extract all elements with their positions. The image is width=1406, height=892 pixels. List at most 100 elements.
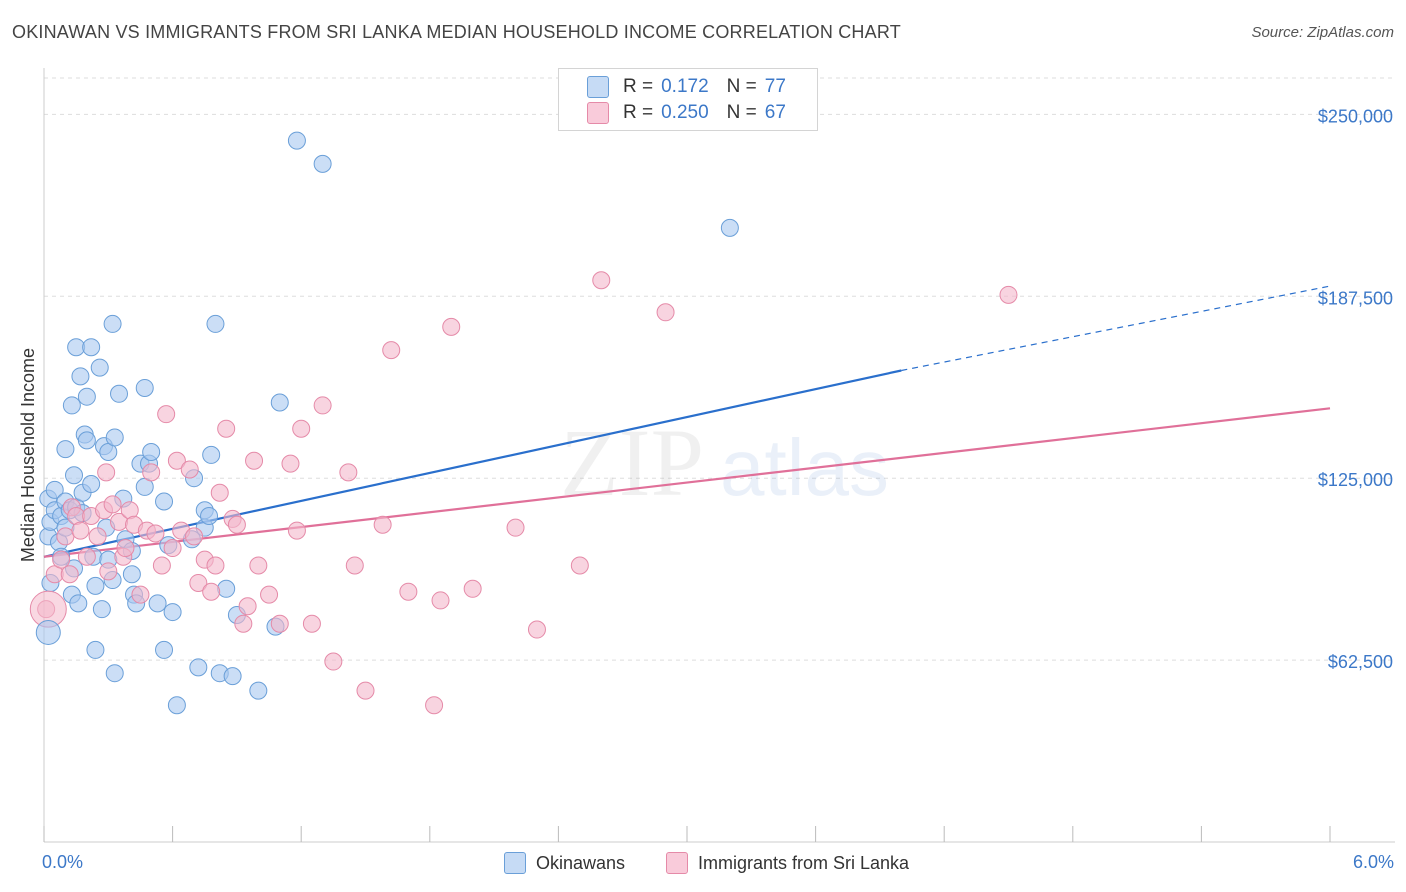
legend-row-okinawans: R = 0.172 N = 77	[587, 75, 794, 99]
sri-lanka-point	[260, 585, 279, 604]
y-tick-label: $250,000	[1318, 106, 1393, 126]
sri-lanka-point	[142, 463, 161, 482]
sri-lanka-point	[442, 317, 461, 336]
sri-lanka-point	[103, 495, 122, 514]
y-tick-labels: $62,500 $125,000 $187,500 $250,000	[1318, 106, 1393, 672]
sri-lanka-point	[281, 454, 300, 473]
sri-lanka-trend-line	[43, 407, 1331, 558]
y-axis-label: Median Household Income	[18, 348, 38, 562]
okinawan-point	[105, 428, 124, 447]
sri-lanka-point	[382, 341, 401, 360]
okinawan-point	[313, 154, 332, 173]
okinawan-point	[82, 338, 101, 357]
sri-lanka-point	[399, 582, 418, 601]
sri-lanka-point	[292, 419, 311, 438]
okinawan-point	[77, 431, 96, 450]
okinawan-point	[200, 507, 219, 526]
sri-lanka-point	[313, 396, 332, 415]
sri-lanka-point	[234, 614, 253, 633]
sri-lanka-point	[60, 565, 79, 584]
sri-lanka-point	[99, 562, 118, 581]
sri-lanka-point	[249, 556, 268, 575]
sri-lanka-point	[52, 550, 71, 569]
sri-lanka-point	[339, 463, 358, 482]
sri-lanka-point	[189, 573, 208, 592]
legend-r-value: 0.172	[661, 76, 709, 97]
okinawan-point	[77, 387, 96, 406]
okinawan-point	[142, 442, 161, 461]
chart-title: OKINAWAN VS IMMIGRANTS FROM SRI LANKA ME…	[12, 22, 901, 42]
okinawan-point	[71, 367, 90, 386]
legend-n-label: N =	[726, 76, 757, 97]
sri-lanka-point	[185, 527, 204, 546]
sri-lanka-point	[210, 483, 229, 502]
okinawan-point	[62, 396, 81, 415]
sri-lanka-point	[270, 614, 289, 633]
okinawan-point	[155, 640, 174, 659]
sri-lanka-point	[463, 579, 482, 598]
sri-lanka-point	[527, 620, 546, 639]
okinawan-point	[103, 314, 122, 333]
bottom-legend-label: Immigrants from Sri Lanka	[698, 852, 910, 873]
sri-lanka-point	[999, 285, 1018, 304]
sri-lanka-point	[202, 582, 221, 601]
bottom-legend-okinawans: Okinawans	[504, 852, 625, 874]
watermark-atlas: atlas	[720, 423, 889, 512]
y-tick-label: $125,000	[1318, 470, 1393, 490]
bottom-swatch-pink	[666, 852, 688, 874]
sri-lanka-point	[656, 303, 675, 322]
okinawan-point	[163, 603, 182, 622]
okinawan-point	[92, 600, 111, 619]
sri-lanka-point	[345, 556, 364, 575]
sri-lanka-point	[167, 451, 186, 470]
okinawan-point	[69, 594, 88, 613]
sri-lanka-point	[71, 521, 90, 540]
y-tick-label: $187,500	[1318, 288, 1393, 308]
okinawan-point	[86, 576, 105, 595]
okinawan-point	[148, 594, 167, 613]
sri-lanka-point	[217, 419, 236, 438]
sri-lanka-point	[245, 451, 264, 470]
okinawan-point	[90, 358, 109, 377]
sri-lanka-point	[206, 556, 225, 575]
sri-lanka-point	[570, 556, 589, 575]
sri-lanka-point	[425, 696, 444, 715]
okinawan-point	[82, 475, 101, 494]
legend-swatch-pink	[587, 102, 609, 124]
bottom-legend-sri-lanka: Immigrants from Sri Lanka	[666, 852, 909, 874]
sri-lanka-point	[157, 405, 176, 424]
bottom-legend-label: Okinawans	[536, 852, 626, 873]
okinawan-point	[45, 480, 64, 499]
okinawan-point	[270, 393, 289, 412]
x-axis-min-label: 0.0%	[42, 852, 84, 872]
sri-lanka-point	[356, 681, 375, 700]
legend-n-label: N =	[726, 102, 757, 123]
sri-lanka-point	[238, 597, 257, 616]
sri-lanka-point	[302, 614, 321, 633]
sri-lanka-point	[431, 591, 450, 610]
sri-lanka-point	[146, 524, 165, 543]
okinawan-point	[110, 384, 129, 403]
okinawan-point	[65, 466, 84, 485]
sri-lanka-point	[131, 585, 150, 604]
sri-lanka-point	[152, 556, 171, 575]
sri-lanka-point	[506, 518, 525, 537]
watermark-zip: ZIP	[560, 409, 704, 516]
sri-lanka-point	[163, 539, 182, 558]
legend-row-sri-lanka: R = 0.250 N = 67	[587, 101, 794, 125]
legend-n-value: 77	[764, 76, 786, 97]
okinawan-point	[135, 378, 154, 397]
sri-lanka-point	[77, 547, 96, 566]
x-axis-max-label: 6.0%	[1352, 852, 1394, 872]
okinawan-point	[105, 664, 124, 683]
legend-r-label: R =	[623, 102, 654, 123]
source-credit: Source: ZipAtlas.com	[1251, 24, 1394, 41]
okinawan-point	[217, 579, 236, 598]
sri-lanka-point	[287, 521, 306, 540]
sri-lanka-point	[592, 271, 611, 290]
okinawan-point	[249, 681, 268, 700]
sri-lanka-point	[373, 515, 392, 534]
okinawan-point	[223, 667, 242, 686]
sri-lanka-point	[180, 460, 199, 479]
